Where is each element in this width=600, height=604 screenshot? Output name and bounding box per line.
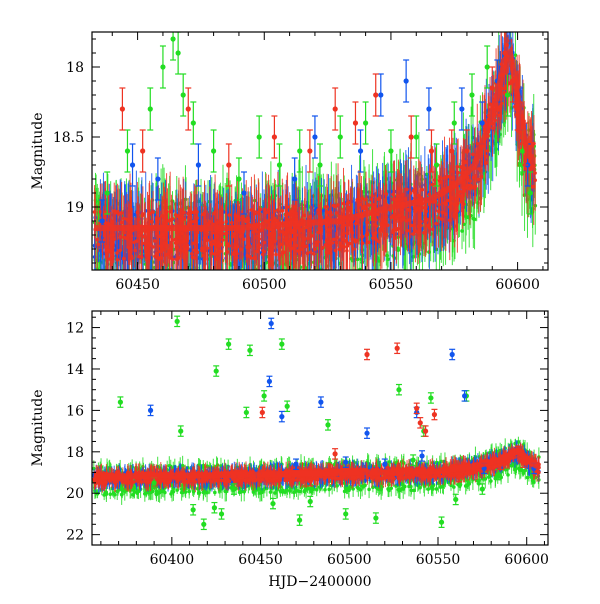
data-point <box>160 280 164 284</box>
data-point <box>105 249 109 253</box>
data-point <box>208 271 212 275</box>
data-point <box>99 271 103 275</box>
data-point <box>460 197 464 201</box>
data-point <box>293 272 297 276</box>
data-point <box>437 209 441 213</box>
data-point <box>218 279 222 283</box>
data-point <box>445 199 449 203</box>
data-point <box>389 216 393 220</box>
data-point <box>227 272 231 276</box>
data-point <box>406 208 410 212</box>
data-point <box>244 271 248 275</box>
data-point <box>257 211 261 215</box>
data-point <box>419 224 423 228</box>
data-point <box>474 174 478 178</box>
data-point <box>303 272 307 276</box>
data-point <box>345 232 349 236</box>
data-point <box>108 271 112 275</box>
data-point <box>440 217 444 221</box>
data-point <box>472 217 476 221</box>
data-point <box>193 248 197 252</box>
data-point <box>209 276 213 280</box>
data-point <box>149 271 153 275</box>
data-point <box>298 251 302 255</box>
data-point <box>391 193 395 197</box>
data-point <box>191 276 195 280</box>
data-point <box>162 272 166 276</box>
data-point <box>365 221 369 225</box>
data-point <box>365 233 369 237</box>
data-point <box>291 275 295 279</box>
data-point <box>518 163 522 167</box>
data-point <box>102 275 106 279</box>
data-point <box>463 161 467 165</box>
data-point <box>186 280 190 284</box>
data-point <box>431 227 435 231</box>
data-point <box>99 271 103 275</box>
data-point <box>213 210 217 214</box>
data-point <box>217 278 221 282</box>
data-point <box>294 270 298 274</box>
data-point <box>301 270 305 274</box>
data-point <box>106 275 110 279</box>
data-point <box>354 240 358 244</box>
data-point <box>386 258 390 262</box>
data-point <box>108 279 112 283</box>
data-point <box>160 276 164 280</box>
data-point <box>208 277 212 281</box>
data-point <box>230 221 234 225</box>
data-point <box>377 198 381 202</box>
data-point <box>168 210 172 214</box>
data-point <box>319 273 323 277</box>
data-point <box>114 211 118 215</box>
data-point <box>224 220 228 224</box>
data-point <box>460 229 464 233</box>
data-point <box>190 252 194 256</box>
data-point <box>484 154 488 158</box>
data-point <box>253 257 257 261</box>
data-point <box>316 272 320 276</box>
data-point <box>93 210 97 214</box>
plot-area-1 <box>93 10 537 319</box>
data-point <box>420 188 424 192</box>
data-point <box>193 273 197 277</box>
data-point <box>412 189 416 193</box>
data-point <box>392 227 396 231</box>
data-point <box>267 272 271 276</box>
data-point <box>228 213 232 217</box>
data-point <box>182 274 186 278</box>
data-point <box>115 272 119 276</box>
data-point <box>454 197 458 201</box>
data-point <box>203 211 207 215</box>
data-point <box>133 249 137 253</box>
data-point <box>183 272 187 276</box>
data-cloud <box>93 10 537 319</box>
data-point <box>319 273 323 277</box>
data-point <box>115 251 119 255</box>
data-point <box>208 271 212 275</box>
data-point <box>239 271 243 275</box>
data-point <box>100 280 104 284</box>
data-point <box>424 205 428 209</box>
data-point <box>119 270 123 274</box>
data-point <box>183 274 187 278</box>
data-point <box>324 270 328 274</box>
data-point <box>412 224 416 228</box>
data-point <box>184 276 188 280</box>
data-point <box>141 271 145 275</box>
